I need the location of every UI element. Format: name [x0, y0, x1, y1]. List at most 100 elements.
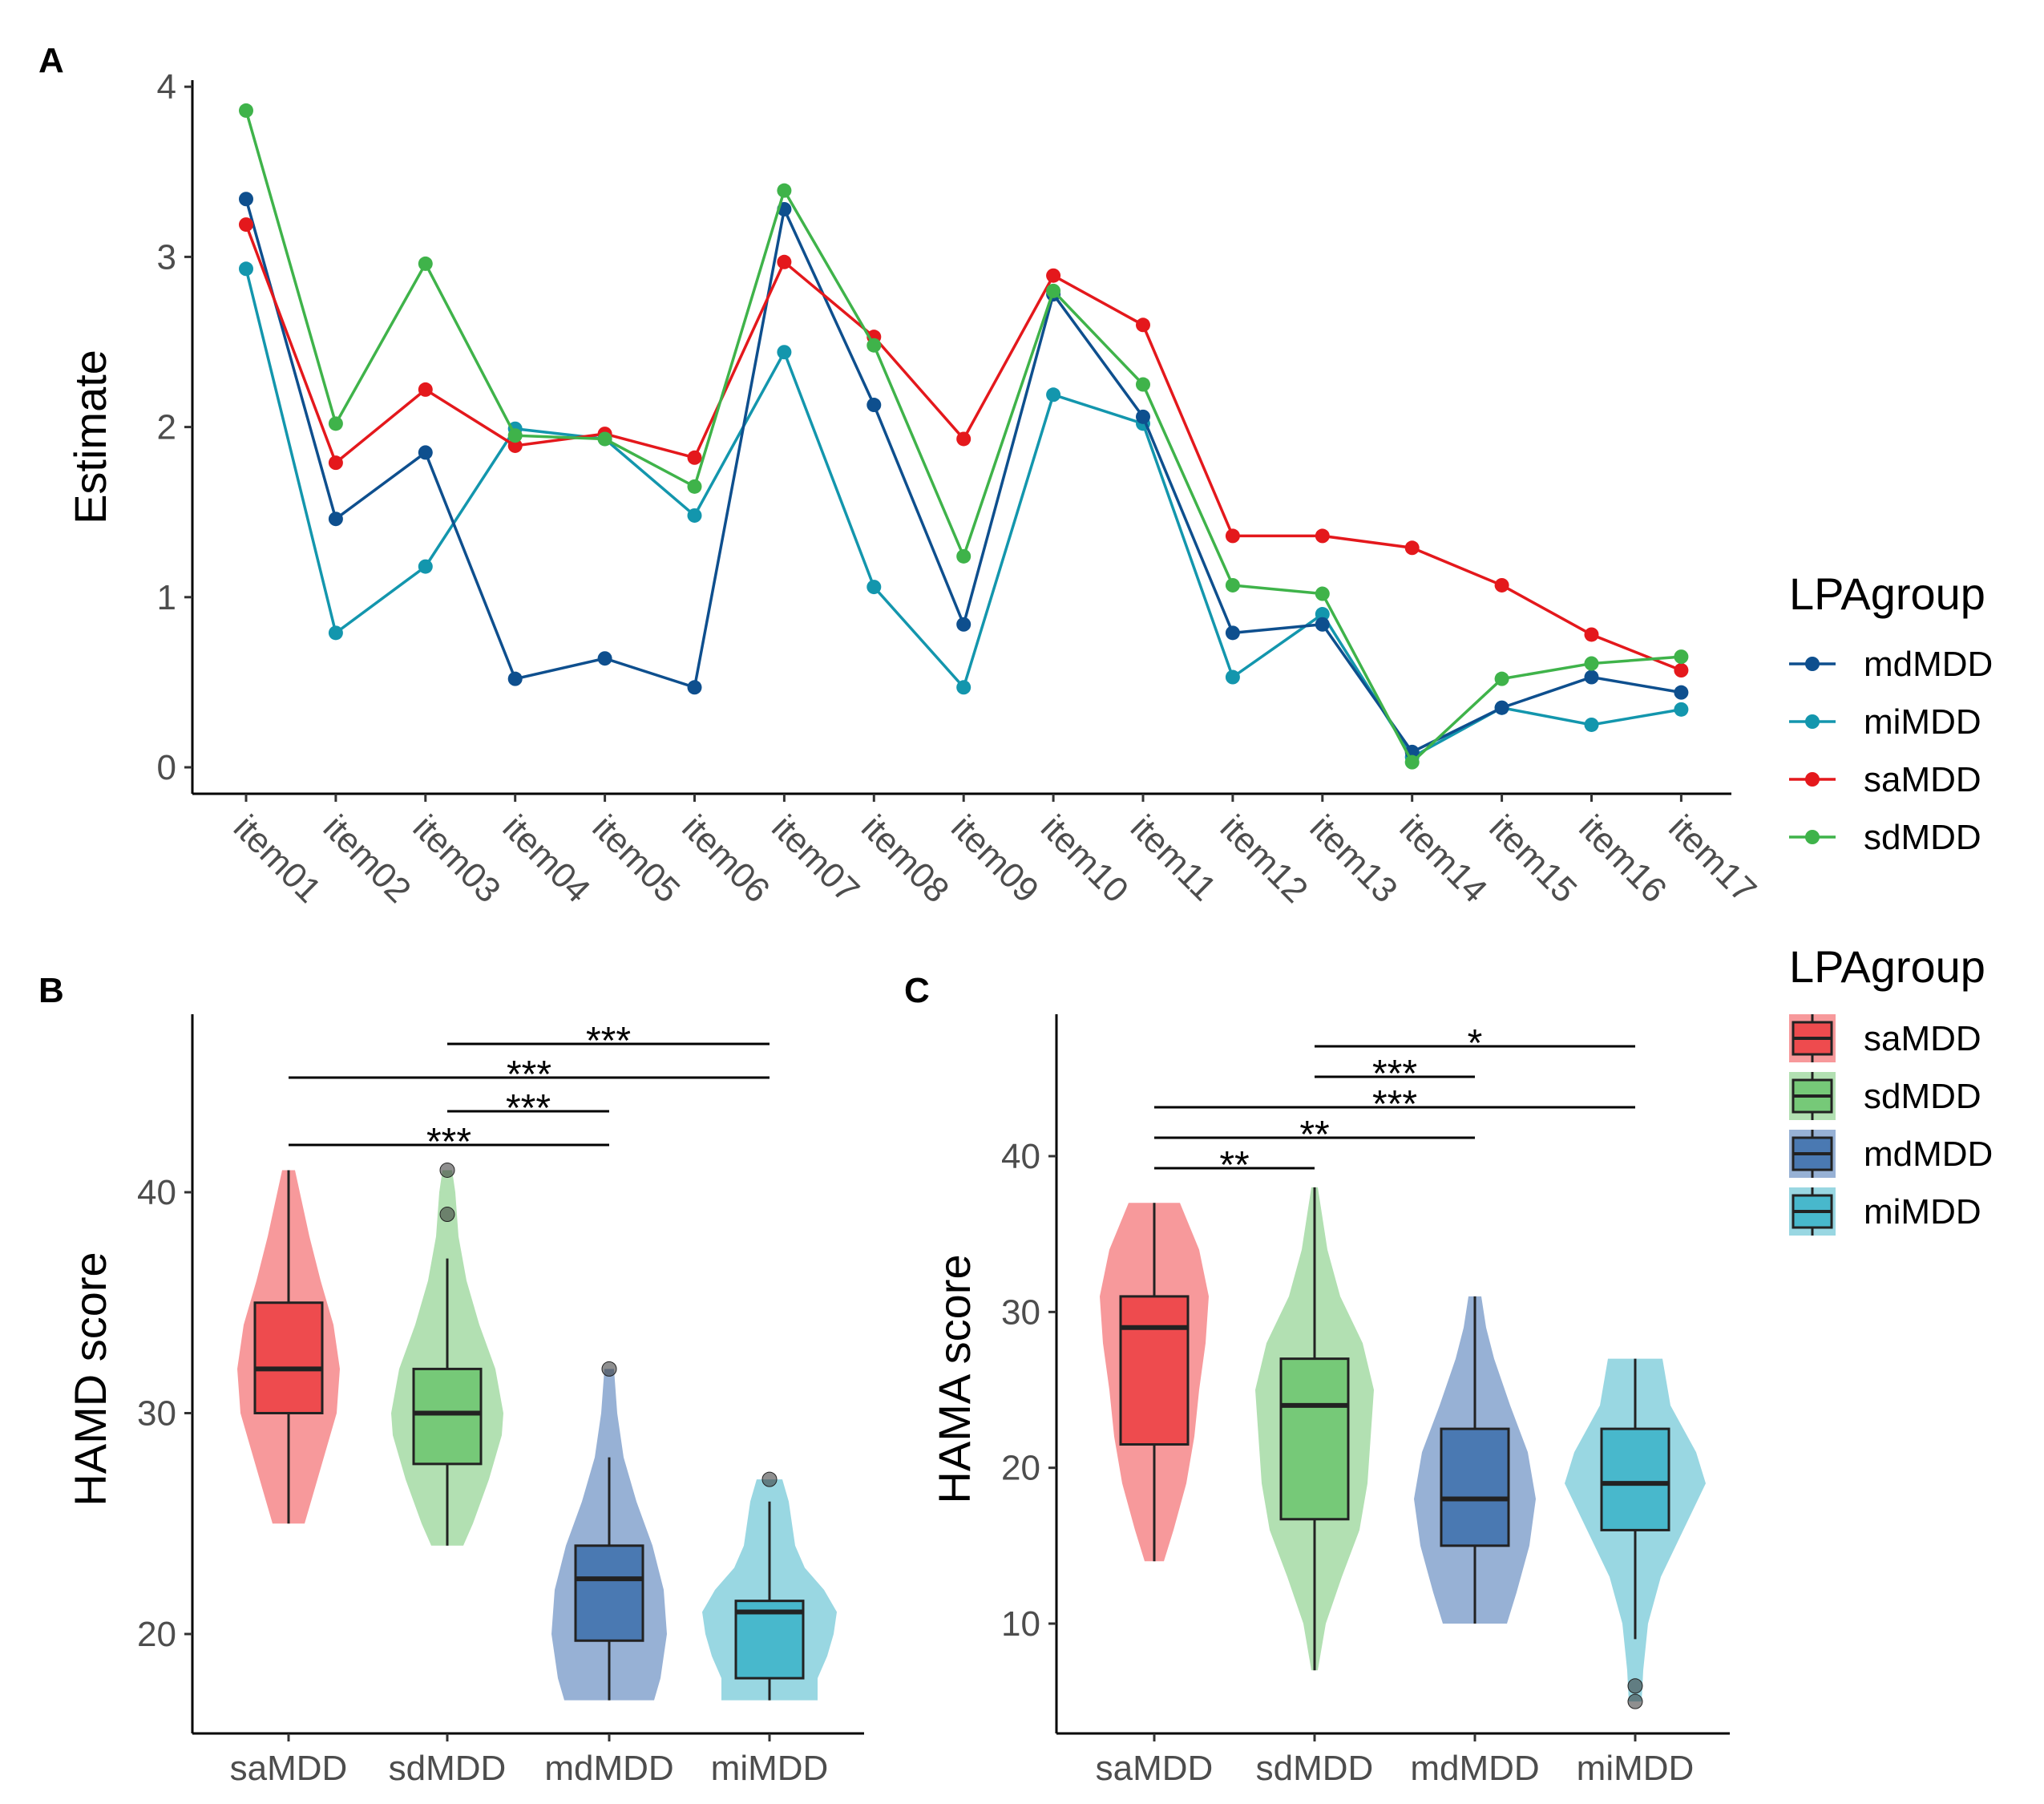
significance-label: ***	[426, 1121, 471, 1163]
outlier-point-miMDD	[1627, 1693, 1643, 1709]
panel-a-x-tick-label: item09	[943, 807, 1046, 910]
data-point-sdMDD	[1046, 283, 1061, 298]
data-point-miMDD	[1046, 387, 1061, 402]
panel-a-x-tick-label: item07	[764, 807, 866, 910]
data-point-saMDD	[1494, 577, 1509, 593]
x-tick-label: mdMDD	[1410, 1749, 1539, 1788]
panel-letter-b: B	[38, 971, 64, 1010]
data-point-miMDD	[866, 580, 882, 595]
panel-a-series	[239, 103, 1689, 770]
panel-a-y-axis-title: Estimate	[65, 350, 115, 524]
data-point-sdMDD	[597, 431, 612, 447]
data-point-saMDD	[418, 382, 433, 397]
data-point-mdMDD	[687, 680, 702, 695]
box-sdMDD	[412, 1367, 483, 1466]
legend-key-point-sdMDD	[1805, 830, 1820, 844]
outlier-point-miMDD	[1627, 1678, 1643, 1694]
y-tick-label: 40	[137, 1173, 176, 1212]
y-tick-label: 20	[1001, 1449, 1040, 1488]
data-point-saMDD	[1315, 528, 1330, 544]
panel-a-x-tick-label: item01	[226, 807, 329, 910]
panel-a-x-tick-label: item08	[854, 807, 956, 910]
y-tick-label: 10	[1001, 1604, 1040, 1644]
x-tick-label: saMDD	[1096, 1749, 1214, 1788]
panel-a-y-tick-label: 0	[157, 748, 176, 787]
box-mdMDD	[574, 1544, 644, 1642]
data-point-miMDD	[239, 261, 253, 277]
data-point-miMDD	[1225, 669, 1240, 685]
series-line-mdMDD	[244, 198, 1682, 754]
panel-a-x-tick-label: item17	[1661, 807, 1763, 910]
data-point-miMDD	[1584, 717, 1599, 732]
y-tick-label: 20	[137, 1615, 176, 1654]
panel-c-violin-chart: HAMA score 10 20 30 40 saMDD sdMDD mdMDD miMDD *…	[929, 1014, 1730, 1788]
data-point-mdMDD	[1674, 685, 1689, 700]
data-point-sdMDD	[1584, 656, 1599, 671]
data-point-saMDD	[956, 431, 972, 447]
data-point-sdMDD	[1494, 671, 1509, 686]
data-point-mdMDD	[597, 651, 612, 666]
data-point-miMDD	[956, 680, 972, 695]
series-line-saMDD	[244, 224, 1682, 672]
data-point-sdMDD	[507, 428, 523, 443]
x-tick-label: miMDD	[711, 1749, 829, 1788]
legend-title-bc: LPAgroup	[1789, 941, 1985, 992]
data-point-mdMDD	[507, 671, 523, 686]
panel-a-legend: LPAgroup mdMDD miMDD saMDD sdMDD	[1789, 568, 1993, 857]
x-tick-label: miMDD	[1577, 1749, 1695, 1788]
data-point-saMDD	[777, 254, 792, 269]
data-point-miMDD	[777, 345, 792, 360]
legend-label-saMDD: saMDD	[1864, 760, 1981, 799]
panel-a-line-chart: Estimate 01234item01item02item03item04it…	[65, 67, 1993, 910]
significance-label: **	[1219, 1144, 1249, 1187]
x-tick-label: saMDD	[230, 1749, 348, 1788]
data-point-saMDD	[328, 455, 343, 471]
panel-a-x-tick-label: item06	[674, 807, 777, 910]
panel-a-y-tick-label: 3	[157, 237, 176, 277]
panel-a-y-tick-label: 1	[157, 578, 176, 617]
data-point-mdMDD	[418, 445, 433, 460]
y-tick-label: 40	[1001, 1137, 1040, 1176]
significance-label: *	[1468, 1022, 1483, 1065]
data-point-mdMDD	[1494, 700, 1509, 715]
legend-label-mdMDD: mdMDD	[1864, 1135, 1993, 1174]
data-point-mdMDD	[866, 398, 882, 413]
data-point-miMDD	[1315, 607, 1330, 622]
data-point-miMDD	[328, 625, 343, 641]
data-point-mdMDD	[956, 617, 972, 632]
legend-label-miMDD: miMDD	[1864, 1192, 1981, 1232]
panel-b-y-axis-title: HAMD score	[65, 1252, 115, 1506]
y-tick-label: 30	[137, 1394, 176, 1434]
data-point-saMDD	[1225, 528, 1240, 544]
significance-label: **	[1299, 1114, 1329, 1156]
significance-label: ***	[1372, 1083, 1417, 1126]
data-point-sdMDD	[1404, 754, 1420, 770]
panel-a-x-tick-label: item16	[1571, 807, 1674, 910]
x-tick-label: mdMDD	[544, 1749, 673, 1788]
y-tick-label: 30	[1001, 1292, 1040, 1332]
significance-label: ***	[506, 1087, 551, 1130]
panel-a-axes: 01234item01item02item03item04item05item0…	[157, 67, 1764, 910]
panel-a-x-tick-label: item04	[495, 807, 598, 910]
data-point-saMDD	[1584, 627, 1599, 642]
data-point-sdMDD	[1136, 377, 1150, 392]
panel-a-x-tick-label: item05	[585, 807, 688, 910]
legend-label-miMDD: miMDD	[1864, 702, 1981, 742]
data-point-sdMDD	[1674, 649, 1689, 665]
legend-label-mdMDD: mdMDD	[1864, 645, 1993, 684]
box-saMDD	[253, 1301, 324, 1414]
data-point-sdMDD	[777, 183, 792, 198]
panel-a-x-tick-label: item11	[1123, 807, 1224, 908]
significance-label: ***	[1372, 1053, 1417, 1095]
data-point-mdMDD	[1136, 409, 1150, 424]
data-point-saMDD	[239, 217, 253, 233]
data-point-sdMDD	[866, 338, 882, 353]
panel-bc-legend: LPAgroup saMDD sdMDD mdMDD miMDD	[1789, 941, 1993, 1236]
panel-a-x-tick-label: item03	[406, 807, 508, 910]
panel-a-x-tick-label: item14	[1392, 807, 1495, 910]
data-point-miMDD	[1674, 702, 1689, 717]
legend-key-point-miMDD	[1805, 714, 1820, 729]
legend-label-sdMDD: sdMDD	[1864, 818, 1981, 857]
